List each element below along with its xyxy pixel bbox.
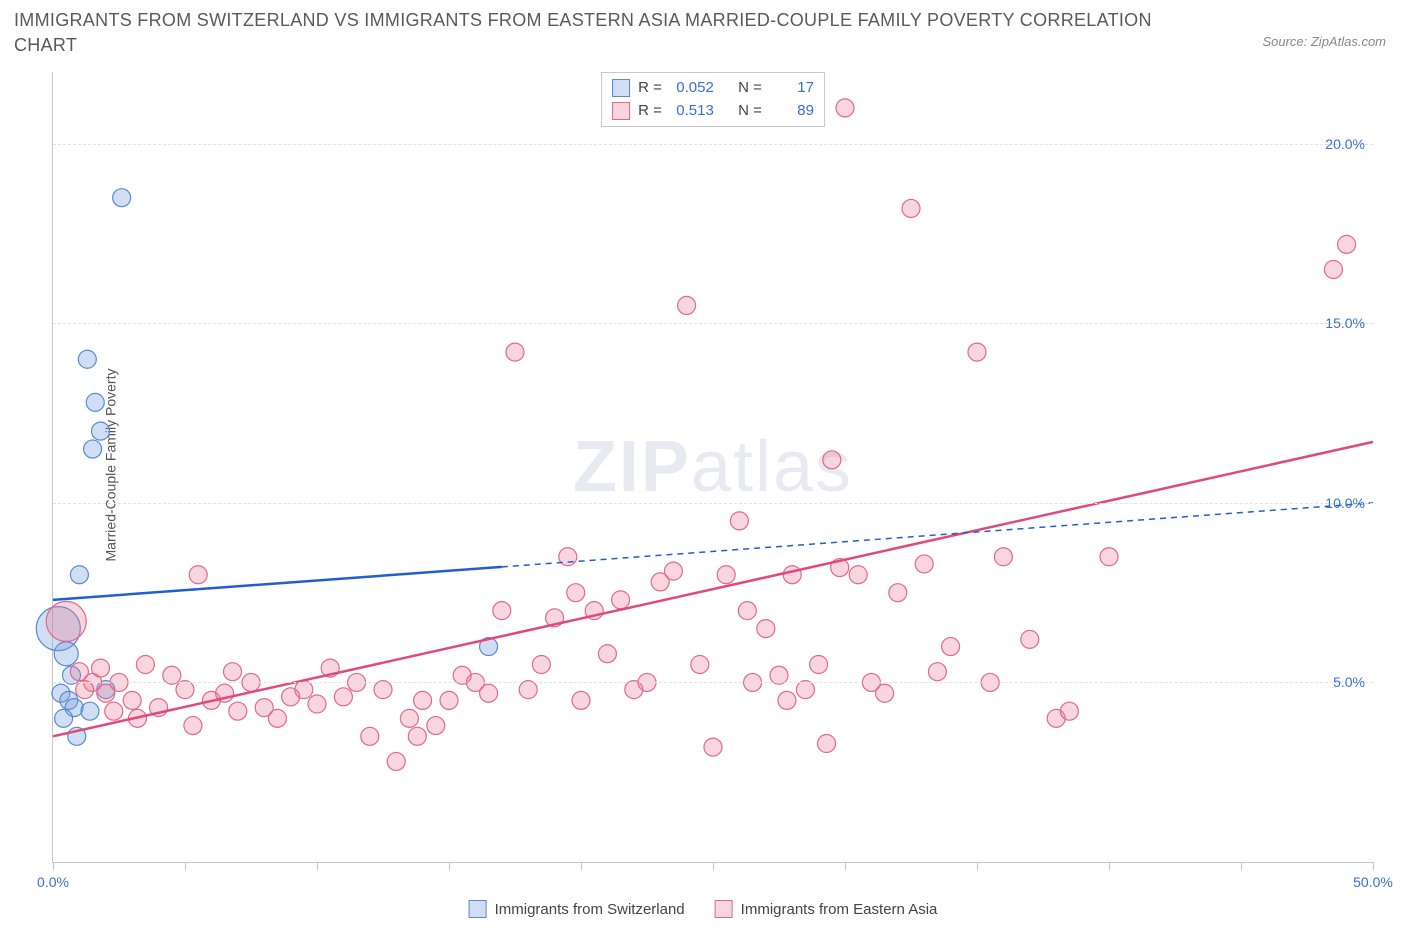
bottom-legend: Immigrants from Switzerland Immigrants f…	[469, 900, 938, 918]
stats-row-pink: R = 0.513 N = 89	[612, 100, 814, 123]
ytick-label: 5.0%	[1333, 674, 1365, 690]
stats-row-blue: R = 0.052 N = 17	[612, 77, 814, 100]
xtick-label: 50.0%	[1353, 874, 1393, 890]
stats-legend: R = 0.052 N = 17 R = 0.513 N = 89	[601, 72, 825, 127]
ytick-label: 10.0%	[1325, 495, 1365, 511]
legend-item-blue: Immigrants from Switzerland	[469, 900, 685, 918]
legend-item-pink: Immigrants from Eastern Asia	[715, 900, 938, 918]
chart-title: IMMIGRANTS FROM SWITZERLAND VS IMMIGRANT…	[14, 8, 1206, 58]
legend-label-blue: Immigrants from Switzerland	[495, 901, 685, 918]
swatch-pink	[612, 102, 630, 120]
scatter-svg	[53, 72, 1373, 862]
swatch-pink-icon	[715, 900, 733, 918]
legend-label-pink: Immigrants from Eastern Asia	[741, 901, 938, 918]
ytick-label: 15.0%	[1325, 315, 1365, 331]
ytick-label: 20.0%	[1325, 136, 1365, 152]
source-attribution: Source: ZipAtlas.com	[1262, 34, 1386, 49]
xtick-label: 0.0%	[37, 874, 69, 890]
swatch-blue	[612, 79, 630, 97]
chart-plot-area: ZIPatlas R = 0.052 N = 17 R = 0.513 N = …	[52, 72, 1373, 863]
swatch-blue-icon	[469, 900, 487, 918]
